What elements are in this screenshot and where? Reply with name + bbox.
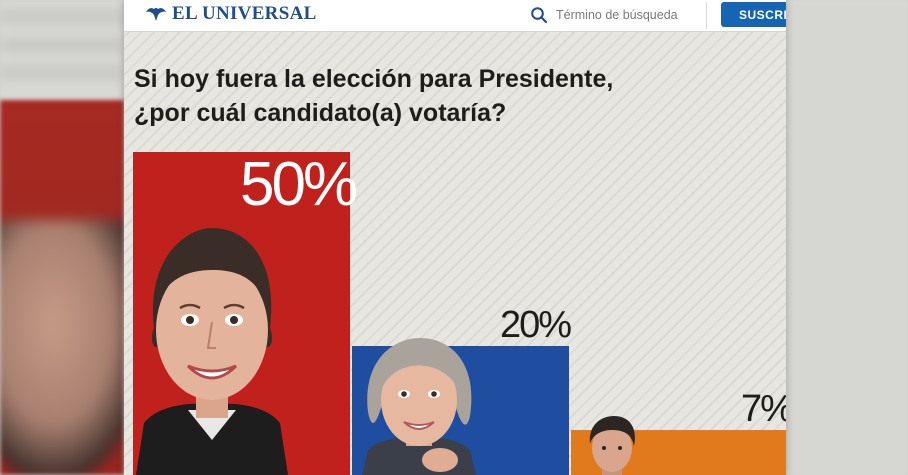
candidate-3-photo — [582, 414, 642, 475]
bar-chart: 50% 20% 7% — [124, 0, 786, 475]
bar-1-value-label: 50% — [240, 150, 358, 219]
article-panel: EL UNIVERSAL SUSCRI Si hoy fuera la elec… — [124, 0, 786, 475]
candidate-2-photo — [356, 332, 482, 475]
background-blur-text — [0, 10, 124, 80]
site-logo[interactable]: EL UNIVERSAL — [144, 3, 317, 25]
chart-title-line-2: ¿por cuál candidato(a) votaría? — [134, 99, 507, 127]
eagle-logo-icon — [146, 8, 166, 21]
search-input[interactable] — [556, 8, 696, 22]
background-blur-photo — [0, 220, 124, 475]
chart-title-line-1: Si hoy fuera la elección para Presidente… — [134, 65, 614, 93]
bar-3-value-label: 7% — [741, 388, 786, 430]
search-icon[interactable] — [530, 6, 548, 24]
header-divider — [706, 2, 707, 29]
search-box — [530, 4, 698, 26]
chart-title: Si hoy fuera la elección para Presidente… — [134, 62, 774, 130]
candidate-1-photo — [126, 218, 298, 475]
bar-2-value-label: 20% — [500, 304, 572, 346]
subscribe-button[interactable]: SUSCRI — [721, 2, 786, 27]
logo-text: EL UNIVERSAL — [172, 3, 317, 24]
background-blur-right — [786, 0, 908, 475]
site-header: EL UNIVERSAL SUSCRI — [124, 0, 786, 32]
background-blur-left — [0, 0, 124, 475]
